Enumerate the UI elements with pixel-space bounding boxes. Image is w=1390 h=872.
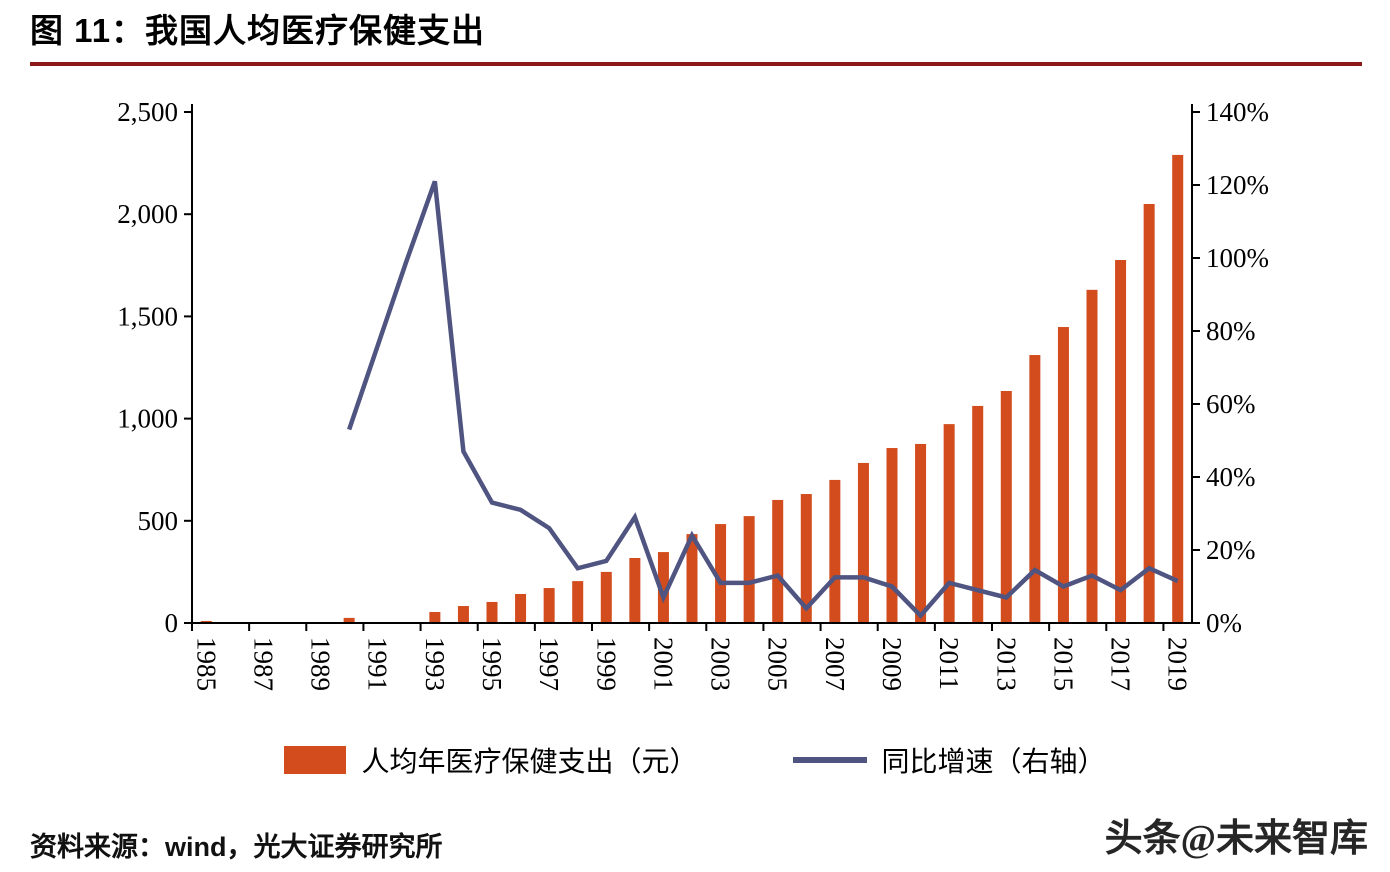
x-axis-year-label: 1993 [420,637,450,691]
left-axis-tick-label: 500 [138,506,179,536]
right-axis-tick-label: 0% [1206,608,1242,638]
x-axis-year-label: 2013 [991,637,1021,691]
x-axis-year-label: 2009 [877,637,907,691]
x-axis-year-label: 2005 [763,637,793,691]
x-axis-year-label: 2003 [706,637,736,691]
bar-2004 [743,516,755,623]
bar-2013 [1000,391,1012,623]
bar-2010 [915,443,927,623]
line-series-swatch [792,757,867,763]
x-axis-year-label: 2007 [820,637,850,691]
bar-1995 [486,601,498,623]
bar-2001 [657,552,669,623]
bar-series-label: 人均年医疗保健支出（元） [361,746,698,777]
bar-2018 [1143,203,1155,624]
x-axis-year-label: 1995 [477,637,507,691]
bar-2002 [686,534,698,623]
x-axis-year-label: 1999 [591,637,621,691]
x-axis-year-label: 2011 [934,637,964,690]
chart-canvas: 0 500 1,000 1,500 2,000 2,500 0% 20% 40% 60% 80% 10… [117,97,1269,691]
x-axis-year-label: 1997 [534,637,564,691]
bar-2012 [972,405,984,623]
legend-item-line-series: 同比增速（右轴） [792,740,1106,780]
bar-2005 [772,499,784,623]
bar-2009 [886,448,898,623]
x-axis-year-label: 1987 [248,637,278,691]
title-divider-rule [30,62,1362,66]
bar-1985 [200,620,212,623]
bar-2019 [1172,154,1184,623]
source-note: 资料来源：wind，光大证券研究所 [30,832,443,862]
bar-2014 [1029,355,1041,623]
bar-1994 [457,606,469,623]
left-axis-tick-label: 1,500 [117,301,178,331]
bar-1990 [343,617,355,623]
right-axis-tick-label: 120% [1206,170,1269,200]
left-axis-tick-label: 1,000 [117,404,178,434]
watermark: 头条@未来智库 [1104,818,1368,860]
x-axis-year-label: 2017 [1106,637,1136,691]
legend-item-bar-series: 人均年医疗保健支出（元） [284,740,698,780]
x-axis-year-label: 2015 [1048,637,1078,691]
bar-2008 [857,462,869,623]
bar-2016 [1086,289,1098,623]
left-axis-tick-label: 2,000 [117,199,178,229]
right-axis-tick-label: 60% [1206,389,1256,419]
x-axis-year-label: 2019 [1163,637,1193,691]
bar-2003 [715,524,727,623]
bar-2015 [1057,327,1069,623]
right-axis-tick-label: 20% [1206,535,1256,565]
x-axis-year-label: 1991 [363,637,393,691]
figure-title: 图 11：我国人均医疗保健支出 [30,12,486,49]
bar-1998 [572,581,584,623]
growth-line [347,180,1179,620]
bar-1997 [543,588,555,623]
chart-legend: 人均年医疗保健支出（元） 同比增速（右轴） [0,740,1390,780]
bar-series-swatch [284,746,347,774]
x-axis-year-label: 1989 [306,637,336,691]
bar-1993 [429,611,441,623]
right-axis-tick-label: 100% [1206,243,1269,273]
right-axis-tick-label: 140% [1206,97,1269,127]
right-axis-tick-label: 40% [1206,462,1256,492]
bar-2017 [1115,259,1127,623]
bar-2007 [829,479,841,623]
bar-2006 [800,494,812,623]
x-axis-year-label: 2001 [648,637,678,691]
x-axis-year-label: 1985 [191,637,221,691]
bar-1996 [515,593,527,623]
bar-2011 [943,424,955,623]
bar-2000 [629,558,641,623]
bar-1999 [600,571,612,623]
left-axis-tick-label: 0 [165,608,179,638]
line-series-label: 同比增速（右轴） [881,746,1106,777]
right-axis-tick-label: 80% [1206,316,1256,346]
left-axis-tick-label: 2,500 [117,97,178,127]
